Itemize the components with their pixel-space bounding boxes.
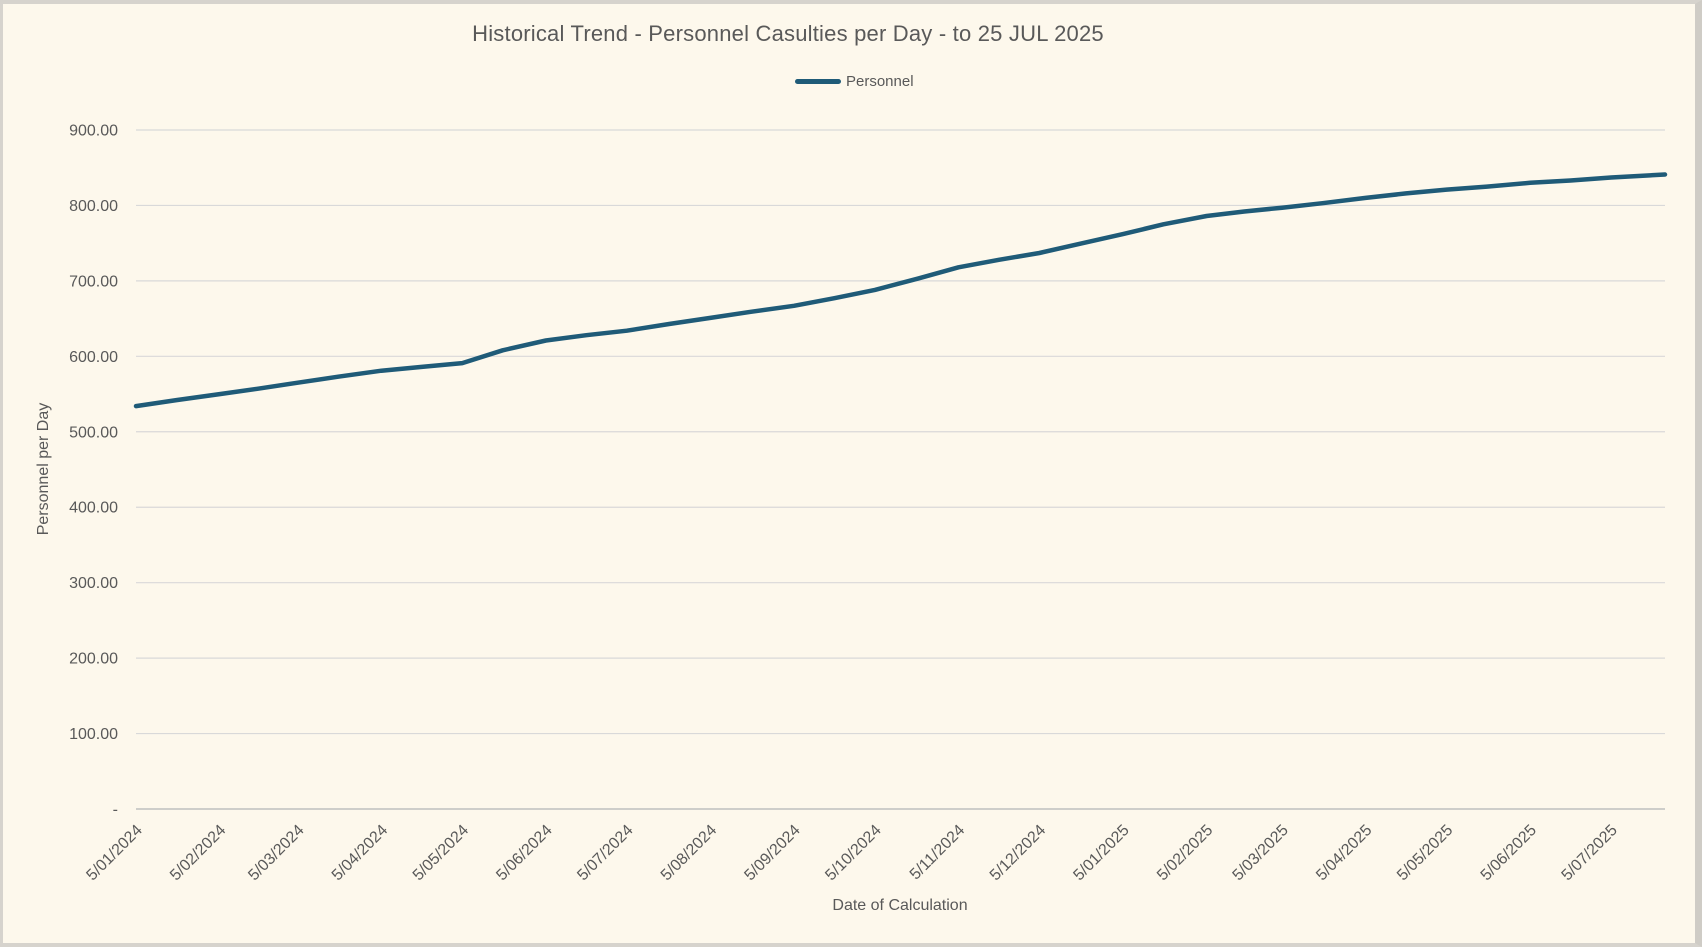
x-tick-label: 5/02/2024 [167,822,229,884]
x-tick-label: 5/07/2024 [574,822,636,884]
x-tick-label: 5/11/2024 [907,822,969,884]
x-tick-label: 5/05/2025 [1394,822,1456,884]
x-tick-label: 5/01/2024 [83,822,145,884]
chart-title[interactable]: Historical Trend - Personnel Casulties p… [472,21,1104,46]
y-tick-label: - [113,802,118,819]
x-tick-label: 5/03/2024 [245,822,307,884]
y-tick-label: 600.00 [69,349,118,366]
x-tick-label: 5/04/2024 [329,822,391,884]
x-tick-label: 5/03/2025 [1230,822,1292,884]
x-tick-label: 5/05/2024 [410,822,472,884]
x-axis-title[interactable]: Date of Calculation [832,897,968,914]
y-tick-label: 800.00 [69,198,118,215]
plot-area[interactable]: - 100.00 200.00 300.00 400.00 500.00 600.00 700… [3,4,1702,947]
y-tick-label: 500.00 [69,424,118,441]
legend[interactable]: Personnel [795,73,914,90]
x-tick-label: 5/10/2024 [822,822,884,884]
y-tick-label: 200.00 [69,651,118,668]
legend-line-swatch-icon [795,79,841,84]
y-tick-label: 300.00 [69,575,118,592]
x-tick-label: 5/07/2025 [1559,822,1621,884]
y-tick-label: 700.00 [69,273,118,290]
x-tick-label: 5/02/2025 [1154,822,1216,884]
y-tick-label: 400.00 [69,500,118,517]
x-tick-label: 5/09/2024 [741,822,803,884]
x-tick-label: 5/08/2024 [658,822,720,884]
x-tick-label: 5/06/2024 [493,822,555,884]
series-line-personnel[interactable] [133,172,1668,409]
legend-label: Personnel [846,73,914,90]
x-tick-label: 5/12/2024 [987,822,1049,884]
y-tick-label: 900.00 [69,123,118,140]
x-tick-label: 5/04/2025 [1313,822,1375,884]
y-tick-label: 100.00 [69,726,118,743]
x-tick-label: 5/06/2025 [1478,822,1540,884]
x-tick-label: 5/01/2025 [1070,822,1132,884]
